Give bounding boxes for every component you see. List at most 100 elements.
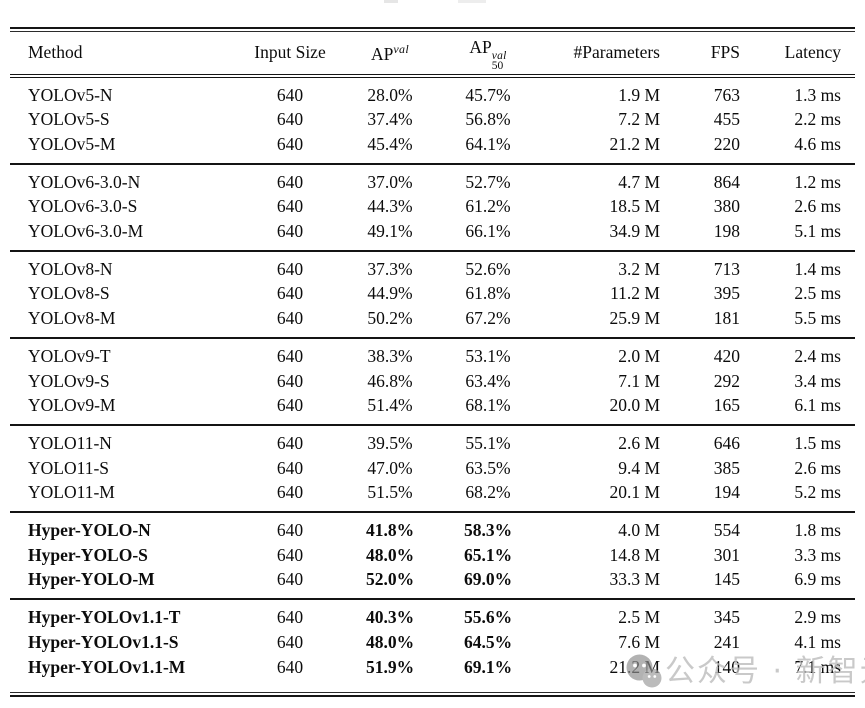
cell-ap50-val: 52.7% <box>465 171 511 192</box>
table-row: YOLOv5-N 640 28.0% 45.7% 1.9 M 763 1.3 ms <box>10 76 855 108</box>
results-table-container: Method Input Size APval AP val 50 #Parameters F… <box>10 27 855 697</box>
cell-ap-val: 39.5% <box>367 432 413 453</box>
col-header-label: FPS <box>710 41 740 62</box>
cell-fps: 345 <box>713 607 740 628</box>
cell-method: YOLOv9-S <box>28 370 110 391</box>
cell-fps: 220 <box>713 133 740 154</box>
cell-method: YOLOv9-M <box>28 395 116 416</box>
cell-latency: 2.6 ms <box>794 457 841 478</box>
cell-method: YOLOv8-N <box>28 258 113 279</box>
cell-fps: 181 <box>713 308 740 329</box>
cell-method: Hyper-YOLO-N <box>28 520 151 541</box>
col-header-fps: FPS <box>674 31 750 78</box>
cell-fps: 646 <box>713 432 740 453</box>
table-group: YOLOv8-N 640 37.3% 52.6% 3.2 M 713 1.4 ms YOLOv… <box>10 250 855 338</box>
cell-ap50-val: 63.5% <box>465 457 511 478</box>
cropped-caption-artifact <box>458 0 486 3</box>
cell-ap50-val: 61.2% <box>465 196 511 217</box>
cell-input-size: 640 <box>276 520 304 541</box>
cell-method: YOLOv8-M <box>28 308 116 329</box>
supsub: val 50 <box>491 49 507 72</box>
cell-input-size: 640 <box>276 196 304 217</box>
table-row: YOLOv6-3.0-S 640 44.3% 61.2% 18.5 M 380 2.6 ms <box>10 194 855 219</box>
cell-parameters: 25.9 M <box>609 308 660 329</box>
table-row: Hyper-YOLOv1.1-T 640 40.3% 55.6% 2.5 M 345 2.9… <box>10 599 855 630</box>
cell-ap-val: 28.0% <box>367 84 413 105</box>
cell-input-size: 640 <box>276 607 304 628</box>
cell-input-size: 640 <box>276 482 304 503</box>
cell-latency: 2.2 ms <box>794 109 841 130</box>
cell-latency: 2.5 ms <box>794 283 841 304</box>
cell-ap-val: 46.8% <box>367 370 413 391</box>
cell-ap-val: 37.3% <box>367 258 413 279</box>
cell-ap-val: 37.4% <box>367 109 413 130</box>
table-row: Hyper-YOLOv1.1-M 640 51.9% 69.1% 21.2 M 140 7.… <box>10 655 855 693</box>
cell-latency: 6.9 ms <box>794 569 841 590</box>
cell-latency: 5.1 ms <box>794 221 841 242</box>
cell-method: YOLO11-S <box>28 457 110 478</box>
cell-input-size: 640 <box>276 345 304 366</box>
cell-parameters: 21.2 M <box>609 133 660 154</box>
cell-input-size: 640 <box>276 432 304 453</box>
cell-method: YOLOv6-3.0-S <box>28 196 138 217</box>
cell-latency: 2.9 ms <box>794 607 841 628</box>
cell-ap50-val: 66.1% <box>465 221 511 242</box>
superscript: val <box>491 49 507 62</box>
cell-parameters: 7.2 M <box>618 109 660 130</box>
cell-fps: 554 <box>713 520 740 541</box>
table-row: YOLOv5-S 640 37.4% 56.8% 7.2 M 455 2.2 ms <box>10 107 855 132</box>
cell-ap-val: 38.3% <box>367 345 413 366</box>
cell-ap-val: 48.0% <box>365 544 415 565</box>
cell-latency: 2.6 ms <box>794 196 841 217</box>
table-row: YOLOv6-3.0-M 640 49.1% 66.1% 34.9 M 198 5.1 ms <box>10 219 855 251</box>
table-row: YOLOv8-M 640 50.2% 67.2% 25.9 M 181 5.5 ms <box>10 306 855 338</box>
col-header-input-size: Input Size <box>238 31 342 78</box>
cell-latency: 6.1 ms <box>794 395 841 416</box>
cell-input-size: 640 <box>276 569 304 590</box>
cell-latency: 1.4 ms <box>794 258 841 279</box>
table-group: YOLO11-N 640 39.5% 55.1% 2.6 M 646 1.5 ms YOLO1… <box>10 424 855 512</box>
table-row: Hyper-YOLO-M 640 52.0% 69.0% 33.3 M 145 6.9 ms <box>10 567 855 599</box>
cropped-caption-artifact <box>384 0 398 3</box>
cell-ap-val: 51.5% <box>367 482 413 503</box>
cell-parameters: 3.2 M <box>618 258 660 279</box>
table-group: YOLOv6-3.0-N 640 37.0% 52.7% 4.7 M 864 1.2 ms Y… <box>10 163 855 251</box>
cell-parameters: 4.7 M <box>618 171 660 192</box>
cell-parameters: 4.0 M <box>618 520 660 541</box>
cell-parameters: 7.1 M <box>618 370 660 391</box>
cell-fps: 420 <box>713 345 740 366</box>
cell-fps: 455 <box>713 109 740 130</box>
table-group: YOLOv9-T 640 38.3% 53.1% 2.0 M 420 2.4 ms YOLOv… <box>10 337 855 425</box>
cell-latency: 1.5 ms <box>794 432 841 453</box>
cell-ap50-val: 52.6% <box>465 258 511 279</box>
cell-input-size: 640 <box>276 171 304 192</box>
cell-fps: 145 <box>713 569 740 590</box>
cell-input-size: 640 <box>276 631 304 652</box>
cell-ap50-val: 58.3% <box>463 520 513 541</box>
cell-method: Hyper-YOLOv1.1-M <box>28 656 186 677</box>
cell-latency: 5.5 ms <box>794 308 841 329</box>
cell-parameters: 34.9 M <box>609 221 660 242</box>
cell-parameters: 18.5 M <box>609 196 660 217</box>
cell-latency: 1.2 ms <box>794 171 841 192</box>
cell-parameters: 2.0 M <box>618 345 660 366</box>
cell-latency: 5.2 ms <box>794 482 841 503</box>
cell-input-size: 640 <box>276 283 304 304</box>
table-row: Hyper-YOLO-N 640 41.8% 58.3% 4.0 M 554 1.8 ms <box>10 512 855 543</box>
cell-parameters: 20.0 M <box>609 395 660 416</box>
cell-method: YOLO11-N <box>28 432 112 453</box>
cell-fps: 198 <box>713 221 740 242</box>
cell-input-size: 640 <box>276 457 304 478</box>
cell-fps: 385 <box>713 457 740 478</box>
cell-ap50-val: 68.1% <box>465 395 511 416</box>
cell-ap-val: 51.4% <box>367 395 413 416</box>
cell-latency: 1.8 ms <box>794 520 841 541</box>
cell-ap-val: 44.3% <box>367 196 413 217</box>
cell-ap-val: 45.4% <box>367 133 413 154</box>
cell-latency: 3.3 ms <box>794 544 841 565</box>
cell-method: YOLOv5-N <box>28 84 113 105</box>
table-row: YOLOv9-M 640 51.4% 68.1% 20.0 M 165 6.1 ms <box>10 393 855 425</box>
cell-ap50-val: 55.1% <box>465 432 511 453</box>
header-row: Method Input Size APval AP val 50 #Parameters F… <box>10 31 855 78</box>
cell-ap50-val: 65.1% <box>463 544 513 565</box>
